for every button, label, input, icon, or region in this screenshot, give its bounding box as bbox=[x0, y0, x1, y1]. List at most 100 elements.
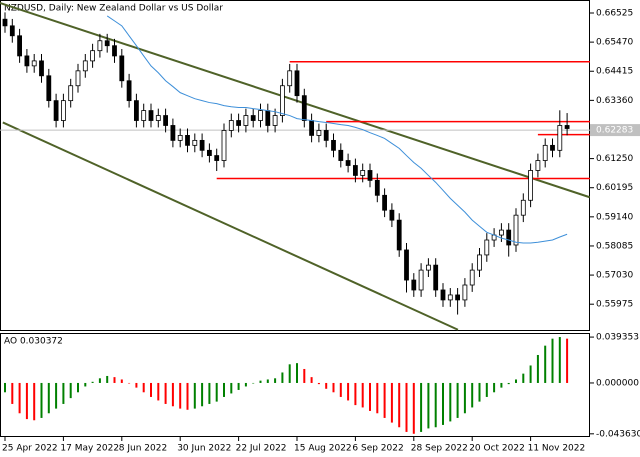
candle-body bbox=[221, 130, 227, 161]
ao-bar bbox=[456, 382, 459, 418]
y-tick-label: 0.61250 bbox=[596, 154, 633, 164]
ao-bar bbox=[259, 380, 262, 383]
ao-bar bbox=[120, 379, 123, 383]
candle-body bbox=[367, 170, 373, 181]
trendline bbox=[2, 121, 459, 331]
ao-bar bbox=[463, 382, 466, 414]
y-tick-label: 0.64415 bbox=[596, 67, 633, 77]
candle-body bbox=[418, 269, 424, 291]
candle-body bbox=[455, 294, 461, 301]
current-price-box bbox=[590, 124, 640, 137]
candle-body bbox=[272, 115, 278, 126]
candle-body bbox=[39, 60, 44, 77]
ao-bar bbox=[332, 382, 335, 393]
candle-body bbox=[477, 254, 482, 271]
ao-bar bbox=[551, 338, 554, 383]
ao-bar bbox=[317, 382, 320, 385]
candle-body bbox=[112, 45, 117, 57]
trendline bbox=[0, 1, 591, 199]
y-tick-label: 0.000000 bbox=[596, 378, 639, 388]
candle-body bbox=[345, 160, 351, 166]
candle-body bbox=[228, 120, 234, 131]
ao-bar bbox=[500, 382, 503, 388]
ao-bar bbox=[230, 382, 233, 394]
candle-body bbox=[360, 170, 366, 176]
ao-bar bbox=[193, 382, 196, 409]
indicator-title: AO 0.030372 bbox=[4, 337, 63, 347]
x-tick-label: 28 Sep 2022 bbox=[411, 444, 468, 454]
ao-bar bbox=[361, 382, 364, 408]
ao-bar bbox=[25, 382, 28, 420]
x-tick-label: 6 Sep 2022 bbox=[352, 444, 403, 454]
candle-body bbox=[192, 139, 198, 146]
ao-bar bbox=[354, 382, 357, 406]
ao-bar bbox=[405, 382, 408, 432]
ao-bar bbox=[544, 345, 547, 383]
candle-body bbox=[17, 35, 23, 57]
ao-bar bbox=[376, 382, 379, 414]
candle-body bbox=[104, 40, 110, 47]
candle-body bbox=[97, 40, 103, 52]
ao-bar bbox=[208, 382, 211, 404]
ao-panel bbox=[0, 333, 590, 437]
candle-body bbox=[309, 120, 315, 136]
ao-bar bbox=[91, 381, 94, 383]
ao-bar bbox=[427, 382, 430, 429]
ao-bar bbox=[339, 382, 342, 397]
x-tick-label: 11 Nov 2022 bbox=[528, 444, 586, 454]
candle-body bbox=[133, 100, 139, 121]
candle-body bbox=[31, 60, 37, 67]
main-panel bbox=[0, 0, 590, 331]
ao-bar bbox=[33, 382, 36, 421]
ao-bar bbox=[142, 382, 145, 393]
ao-bar bbox=[98, 378, 101, 383]
ao-bar bbox=[84, 382, 87, 387]
candle-body bbox=[119, 55, 125, 82]
candle-body bbox=[236, 120, 242, 126]
ao-bar bbox=[420, 382, 423, 432]
candle-body bbox=[214, 155, 220, 161]
candle-body bbox=[382, 194, 388, 211]
candle-body bbox=[177, 135, 183, 141]
candle-body bbox=[301, 95, 307, 121]
current-price-label: 0.62283 bbox=[596, 126, 633, 136]
candle-body bbox=[24, 55, 30, 67]
y-tick-label: -0.043630 bbox=[596, 429, 640, 439]
candle-body bbox=[411, 279, 417, 291]
ao-bar bbox=[237, 382, 240, 390]
candle-body bbox=[294, 70, 300, 97]
ao-bar bbox=[135, 382, 138, 388]
candle-body bbox=[75, 70, 81, 87]
candle-body bbox=[250, 115, 256, 121]
candle-body bbox=[90, 50, 95, 62]
y-tick-label: 0.59140 bbox=[596, 212, 633, 222]
ao-bar bbox=[412, 382, 415, 434]
ao-bar bbox=[4, 382, 6, 393]
candle-body bbox=[185, 135, 190, 146]
candle-body bbox=[316, 130, 322, 136]
ao-bar bbox=[266, 379, 269, 383]
ao-bar bbox=[325, 382, 328, 389]
ao-bar bbox=[186, 382, 189, 410]
ao-bar bbox=[536, 354, 539, 383]
ao-bar bbox=[201, 382, 204, 407]
ao-bar bbox=[55, 382, 58, 409]
candle-body bbox=[287, 70, 293, 87]
ao-bar bbox=[281, 372, 284, 383]
ao-bar bbox=[252, 382, 255, 384]
y-tick-label: 0.66525 bbox=[596, 9, 633, 19]
candle-body bbox=[46, 75, 52, 102]
candle-body bbox=[484, 239, 490, 256]
y-tick-label: 0.65470 bbox=[596, 38, 633, 48]
candle-body bbox=[550, 144, 555, 151]
x-tick-label: 15 Aug 2022 bbox=[294, 444, 352, 454]
candle-body bbox=[126, 80, 132, 102]
ao-bar bbox=[471, 382, 474, 408]
ao-bar bbox=[113, 377, 116, 383]
candle-body bbox=[404, 249, 409, 281]
ao-bar bbox=[215, 382, 218, 402]
candle-body bbox=[535, 160, 541, 171]
candle-body bbox=[447, 294, 453, 301]
ao-bar bbox=[449, 382, 452, 422]
candle-body bbox=[440, 289, 446, 301]
